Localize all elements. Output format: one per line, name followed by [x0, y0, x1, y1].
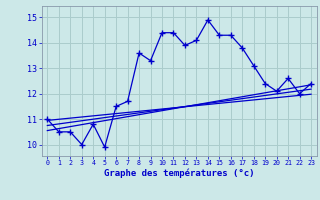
X-axis label: Graphe des températures (°c): Graphe des températures (°c) — [104, 169, 254, 178]
